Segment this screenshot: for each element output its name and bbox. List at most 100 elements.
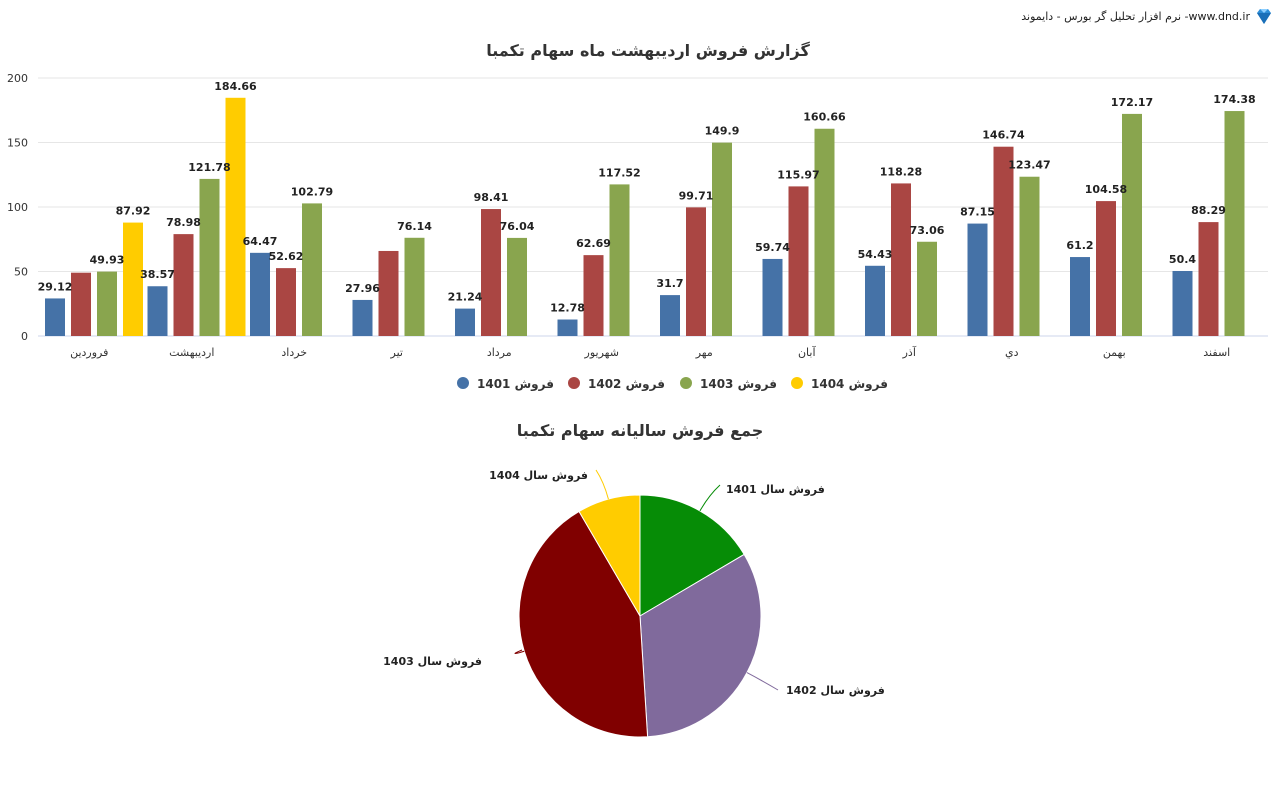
bar[interactable]: [1198, 222, 1219, 336]
legend-marker: [457, 377, 469, 389]
bar-data-label: 76.14: [397, 220, 432, 233]
bar[interactable]: [660, 295, 680, 336]
bar[interactable]: [967, 223, 988, 336]
x-tick-label: بهمن: [1103, 346, 1126, 359]
bar-data-label: 98.41: [474, 191, 509, 204]
bar[interactable]: [865, 265, 885, 336]
bar-data-label: 54.43: [858, 248, 893, 261]
bar[interactable]: [455, 308, 475, 336]
bar[interactable]: [891, 183, 911, 336]
bar[interactable]: [71, 272, 91, 336]
pie-slice[interactable]: [639, 553, 762, 738]
bar[interactable]: [583, 255, 604, 336]
bar[interactable]: [686, 207, 706, 336]
legend-item[interactable]: فروش 1402: [568, 377, 665, 392]
pie-slices: [518, 494, 762, 738]
pie-connector: [746, 672, 779, 691]
bar[interactable]: [147, 286, 168, 336]
pie-chart-title: جمع فروش سالیانه سهام تکمبا: [517, 421, 764, 440]
bar[interactable]: [1096, 201, 1116, 336]
bar[interactable]: [173, 234, 194, 336]
bar[interactable]: [302, 203, 322, 336]
x-tick-label: دي: [1005, 346, 1019, 359]
bar[interactable]: [225, 97, 246, 336]
bar-data-label: 149.9: [705, 125, 740, 138]
legend-label: فروش 1401: [477, 377, 554, 392]
legend-item[interactable]: فروش 1404: [791, 377, 888, 392]
x-tick-label: اسفند: [1203, 346, 1230, 359]
bar[interactable]: [404, 237, 425, 336]
legend[interactable]: فروش 1401 فروش 1402 فروش 1403 فروش 1404: [457, 377, 888, 392]
bar[interactable]: [45, 298, 65, 336]
bar-data-label: 88.29: [1191, 204, 1226, 217]
bar-data-label: 52.62: [269, 250, 304, 263]
bar[interactable]: [557, 319, 578, 336]
bar[interactable]: [276, 268, 296, 336]
bar-data-label: 62.69: [576, 237, 611, 250]
bar[interactable]: [993, 146, 1014, 336]
pie-labels: فروش سال 1401 فروش سال 1402 فروش سال 1403 ف…: [383, 469, 885, 697]
bars: [45, 97, 1245, 337]
pie-slice[interactable]: [578, 494, 641, 618]
bar-data-label: 115.97: [777, 168, 819, 181]
bar[interactable]: [1070, 257, 1090, 336]
bar[interactable]: [788, 186, 809, 336]
bar-data-label: 31.7: [656, 277, 683, 290]
legend-item[interactable]: فروش 1403: [680, 377, 777, 392]
bar[interactable]: [1224, 111, 1245, 336]
legend-label: فروش 1404: [811, 377, 888, 392]
pie-slice[interactable]: [518, 510, 649, 738]
bar-data-label: 78.98: [166, 216, 201, 229]
bar[interactable]: [1172, 270, 1193, 336]
x-tick-label: آذر: [902, 345, 917, 359]
bar-data-label: 87.15: [960, 206, 995, 219]
x-tick-label: شهریور: [584, 346, 619, 359]
bar[interactable]: [712, 142, 732, 336]
bar[interactable]: [199, 178, 220, 336]
bar[interactable]: [814, 128, 835, 336]
pie-connector: [514, 649, 525, 655]
bar-chart-title: گزارش فروش اردیبهشت ماه سهام تکمبا: [486, 41, 810, 60]
bar[interactable]: [609, 184, 630, 336]
bar[interactable]: [378, 250, 399, 336]
legend-item[interactable]: فروش 1401: [457, 377, 554, 392]
bar[interactable]: [917, 241, 937, 336]
bar[interactable]: [250, 252, 270, 336]
x-axis-ticks: فروردین اردیبهشت خرداد تیر مرداد شهریور مهر آبا…: [70, 345, 1230, 359]
y-tick-label: 0: [21, 330, 28, 343]
x-tick-label: خرداد: [281, 346, 307, 359]
bar-data-label: 21.24: [448, 291, 483, 304]
bar-data-label: 38.57: [140, 268, 175, 281]
bar-data-label: 61.2: [1066, 239, 1093, 252]
pie-connector: [595, 469, 609, 500]
x-tick-label: آبان: [798, 345, 816, 359]
bar[interactable]: [481, 209, 501, 336]
x-tick-label: فروردین: [70, 346, 108, 359]
bar[interactable]: [123, 222, 143, 336]
bar-data-label: 12.78: [550, 302, 585, 315]
bar-chart: گزارش فروش اردیبهشت ماه سهام تکمبا 0 50 10…: [7, 41, 1268, 392]
bar[interactable]: [1122, 113, 1142, 337]
diamond-logo-icon: [1257, 9, 1271, 24]
bar-data-label: 87.92: [116, 205, 151, 218]
bar[interactable]: [352, 299, 373, 336]
bar[interactable]: [97, 271, 117, 336]
bar-data-label: 117.52: [598, 166, 640, 179]
bar-data-label: 64.47: [243, 235, 278, 248]
bar[interactable]: [507, 237, 527, 336]
bar[interactable]: [1019, 176, 1040, 336]
pie-chart: جمع فروش سالیانه سهام تکمبا فروش سال 140…: [383, 421, 885, 738]
x-tick-label: مهر: [695, 346, 713, 359]
bar-data-label: 99.71: [679, 189, 714, 202]
legend-marker: [680, 377, 692, 389]
brand-text: نرم افزار تحلیل گر بورس - دایموند -www.d…: [1021, 9, 1250, 23]
legend-marker: [568, 377, 580, 389]
bar-data-label: 123.47: [1008, 159, 1050, 172]
bar-data-label: 102.79: [291, 185, 333, 198]
bar[interactable]: [762, 258, 783, 336]
bar-data-label: 59.74: [755, 241, 790, 254]
bar-data-label: 174.38: [1213, 93, 1255, 106]
y-tick-label: 200: [7, 72, 28, 85]
bar-data-label: 50.4: [1169, 253, 1196, 266]
x-tick-label: اردیبهشت: [169, 346, 214, 359]
